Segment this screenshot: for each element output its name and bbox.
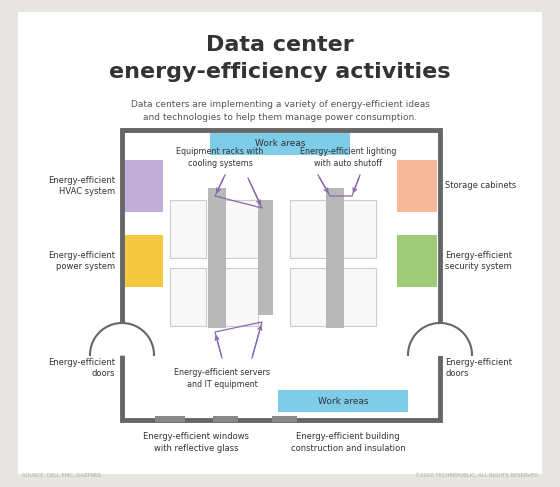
Bar <box>222 200 258 258</box>
Polygon shape <box>90 323 154 355</box>
Text: Energy-efficient windows
with reflective glass: Energy-efficient windows with reflective… <box>143 432 249 453</box>
Text: Data center: Data center <box>206 35 354 55</box>
Bar <box>125 160 163 212</box>
Bar <box>397 235 437 287</box>
Bar <box>210 133 350 155</box>
Text: Energy-efficient building
construction and insulation: Energy-efficient building construction a… <box>291 432 405 453</box>
FancyBboxPatch shape <box>18 12 542 474</box>
Bar <box>340 268 376 326</box>
Text: ©2020 TECHREPUBLIC, ALL RIGHTS RESERVED: ©2020 TECHREPUBLIC, ALL RIGHTS RESERVED <box>415 473 538 478</box>
Bar <box>122 130 440 420</box>
Text: Energy-efficient
power system: Energy-efficient power system <box>48 251 115 271</box>
Text: Energy-efficient
doors: Energy-efficient doors <box>48 357 115 378</box>
Text: Work areas: Work areas <box>255 139 305 149</box>
Bar <box>290 200 326 258</box>
Bar <box>208 188 226 328</box>
Text: Storage cabinets: Storage cabinets <box>445 182 516 190</box>
Bar <box>155 416 185 422</box>
Bar <box>222 268 258 326</box>
Bar <box>397 160 437 212</box>
Bar <box>170 268 206 326</box>
Text: Data centers are implementing a variety of energy-efficient ideas
and technologi: Data centers are implementing a variety … <box>130 100 430 121</box>
Bar <box>258 200 273 315</box>
Bar <box>290 268 326 326</box>
Bar <box>340 200 376 258</box>
Text: Energy-efficient servers
and IT equipment: Energy-efficient servers and IT equipmen… <box>174 368 270 389</box>
Bar <box>170 200 206 258</box>
Text: Energy-efficient
security system: Energy-efficient security system <box>445 251 512 271</box>
Bar <box>278 390 408 412</box>
Text: Equipment racks with
cooling systems: Equipment racks with cooling systems <box>176 147 264 168</box>
Bar <box>213 416 238 422</box>
Bar <box>326 188 344 328</box>
Text: energy-efficiency activities: energy-efficiency activities <box>109 62 451 82</box>
Bar <box>272 416 297 422</box>
Text: Work areas: Work areas <box>318 396 368 406</box>
Text: Energy-efficient
doors: Energy-efficient doors <box>445 357 512 378</box>
Polygon shape <box>408 323 472 355</box>
Bar <box>125 235 163 287</box>
Text: Energy-efficient
HVAC system: Energy-efficient HVAC system <box>48 176 115 196</box>
Text: SOURCE: DELL EMC, GARTNER: SOURCE: DELL EMC, GARTNER <box>22 473 101 478</box>
Text: Energy-efficient lighting
with auto shutoff: Energy-efficient lighting with auto shut… <box>300 147 396 168</box>
